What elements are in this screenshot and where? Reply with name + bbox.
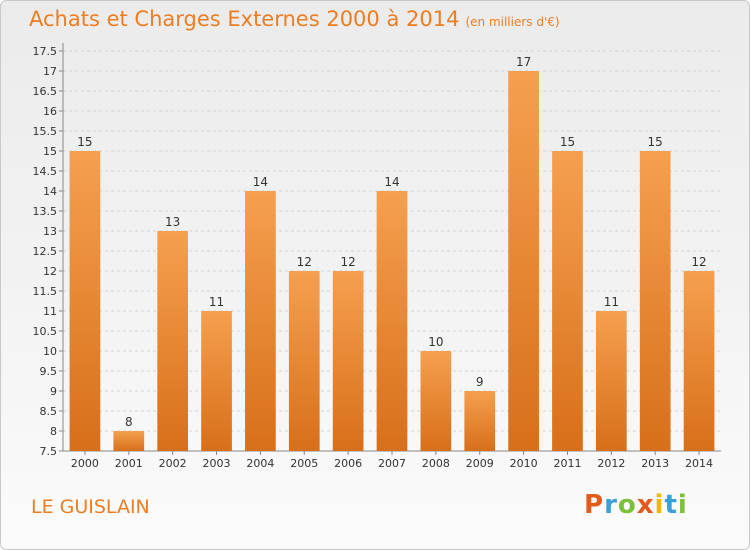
bar-2012 <box>595 311 627 451</box>
x-tick-label-2001: 2001 <box>115 457 143 470</box>
x-tick-label-2013: 2013 <box>641 457 669 470</box>
bars: 15 8 13 11 14 12 12 14 10 9 17 15 11 15 12 <box>69 55 715 451</box>
y-tick-label: 10.5 <box>33 325 58 338</box>
logo-letter: r <box>604 490 618 520</box>
value-label-2003: 11 <box>209 295 224 309</box>
y-tick-label: 16.5 <box>33 85 58 98</box>
x-tick-label-2010: 2010 <box>510 457 538 470</box>
bar-2000 <box>69 151 101 451</box>
x-tick-label-2007: 2007 <box>378 457 406 470</box>
bar-2011 <box>552 151 583 451</box>
x-tick-label-2002: 2002 <box>159 457 187 470</box>
bar-2001 <box>113 431 145 451</box>
value-label-2007: 14 <box>384 175 399 189</box>
y-tick-label: 10 <box>43 345 57 358</box>
value-label-2006: 12 <box>340 255 355 269</box>
value-label-2004: 14 <box>253 175 268 189</box>
x-tick-label-2011: 2011 <box>553 457 581 470</box>
x-tick-label-2008: 2008 <box>422 457 450 470</box>
value-label-2013: 15 <box>648 135 663 149</box>
y-tick-label: 8 <box>50 425 57 438</box>
bar-2004 <box>245 191 276 451</box>
x-tick-label-2005: 2005 <box>290 457 318 470</box>
y-tick-label: 14.5 <box>33 165 58 178</box>
value-label-2000: 15 <box>77 135 92 149</box>
value-label-2005: 12 <box>297 255 312 269</box>
x-tick-label-2012: 2012 <box>597 457 625 470</box>
bar-2009 <box>464 391 496 451</box>
value-label-2012: 11 <box>604 295 619 309</box>
y-tick-label: 9.5 <box>40 365 58 378</box>
y-tick-label: 12 <box>43 265 57 278</box>
value-label-2010: 17 <box>516 55 531 69</box>
x-tick-label-2014: 2014 <box>685 457 713 470</box>
x-tick-label-2009: 2009 <box>466 457 494 470</box>
y-tick-label: 9 <box>50 385 57 398</box>
y-tick-label: 17.5 <box>33 45 58 58</box>
y-tick-label: 7.5 <box>40 445 58 458</box>
logo-letter: x <box>636 490 655 520</box>
value-label-2008: 10 <box>428 335 443 349</box>
value-label-2002: 13 <box>165 215 180 229</box>
x-tick-label-2003: 2003 <box>203 457 231 470</box>
x-tick-label-2000: 2000 <box>71 457 99 470</box>
logo-letter: P <box>584 490 605 520</box>
value-label-2011: 15 <box>560 135 575 149</box>
y-tick-label: 13.5 <box>33 205 58 218</box>
x-tick-label-2006: 2006 <box>334 457 362 470</box>
logo-letter: o <box>617 490 637 520</box>
value-label-2001: 8 <box>125 415 133 429</box>
bar-2002 <box>157 231 189 451</box>
y-tick-label: 15 <box>43 145 57 158</box>
y-tick-label: 16 <box>43 105 57 118</box>
y-tick-label: 12.5 <box>33 245 58 258</box>
value-label-2009: 9 <box>476 375 484 389</box>
chart-subtitle: (en milliers d'€) <box>465 15 560 29</box>
y-tick-label: 14 <box>43 185 57 198</box>
bar-2013 <box>639 151 671 451</box>
y-tick-label: 11 <box>43 305 57 318</box>
bar-2005 <box>288 271 320 451</box>
y-axis-ticks: 7.5 8 8.5 9 9.5 10 10.5 11 11.5 12 12.5 13 13.5 14 14.… <box>33 45 63 458</box>
bar-2006 <box>332 271 364 451</box>
bar-2007 <box>376 191 408 451</box>
bar-2008 <box>420 351 452 451</box>
logo-letter: i <box>654 490 665 520</box>
y-tick-label: 15.5 <box>33 125 58 138</box>
y-tick-label: 11.5 <box>33 285 58 298</box>
logo-letter: i <box>677 490 688 520</box>
chart-title: Achats et Charges Externes 2000 à 2014 (e… <box>29 7 560 31</box>
commune-name: LE GUISLAIN <box>31 496 150 518</box>
y-tick-label: 17 <box>43 65 57 78</box>
x-tick-label-2004: 2004 <box>246 457 274 470</box>
logo-letter: t <box>664 490 678 520</box>
y-tick-label: 8.5 <box>40 405 58 418</box>
bar-2003 <box>201 311 232 451</box>
proxiti-logo[interactable]: Proxiti <box>584 490 688 520</box>
x-axis-ticks: 2000 2001 2002 2003 2004 2005 2006 2007 2008 2009… <box>71 451 713 470</box>
value-label-2014: 12 <box>691 255 706 269</box>
bar-2010 <box>508 71 539 451</box>
y-tick-label: 13 <box>43 225 57 238</box>
bar-2014 <box>683 271 715 451</box>
chart-title-text: Achats et Charges Externes 2000 à 2014 <box>29 7 460 31</box>
